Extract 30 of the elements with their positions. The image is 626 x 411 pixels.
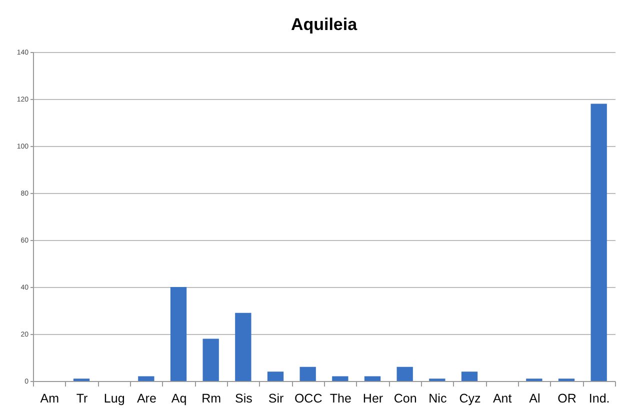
x-tick-label: Cyz xyxy=(459,392,481,406)
x-tick-label: Am xyxy=(40,392,60,406)
bar xyxy=(396,366,413,381)
bar xyxy=(235,312,252,381)
bar xyxy=(138,376,154,381)
bar xyxy=(170,287,187,381)
x-tick-label: OCC xyxy=(294,392,322,406)
bar xyxy=(364,376,381,381)
x-tick-label: The xyxy=(330,392,352,406)
bar xyxy=(300,366,316,381)
x-tick-label: Ind. xyxy=(588,392,610,406)
x-tick-label: Sis xyxy=(234,392,252,406)
x-tick-label: Nic xyxy=(428,392,447,406)
bar xyxy=(332,376,348,381)
x-tick-label: Sir xyxy=(268,392,284,406)
x-tick-label: Al xyxy=(529,392,540,406)
bar xyxy=(267,372,284,381)
x-tick-label: Rm xyxy=(202,392,222,406)
x-tick-label: Tr xyxy=(76,392,88,406)
x-tick-label: Lug xyxy=(104,392,125,406)
bar xyxy=(202,338,219,381)
x-tick-label: Ant xyxy=(492,392,512,406)
bar xyxy=(461,372,478,381)
x-tick-label: OR xyxy=(558,392,576,406)
bar xyxy=(590,104,607,381)
x-tick-label: Are xyxy=(136,392,156,406)
chart-title: Aquileia xyxy=(290,15,358,34)
x-tick-label: Con xyxy=(394,392,417,406)
x-tick-label: Her xyxy=(362,392,384,406)
x-tick-label: Aq xyxy=(171,392,187,406)
